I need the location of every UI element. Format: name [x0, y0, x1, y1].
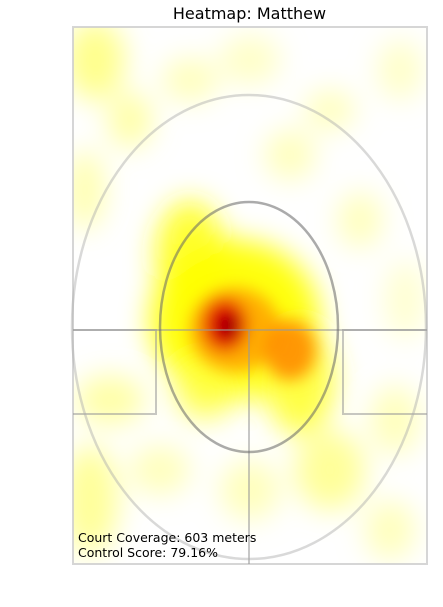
heat-blob: [73, 445, 118, 555]
heat-blob: [162, 58, 218, 102]
control-score-annotation: Control Score: 79.16%: [78, 545, 219, 560]
heat-blob: [338, 192, 382, 248]
heat-blob: [370, 385, 420, 455]
heat-blob: [295, 430, 365, 510]
outer-circle: [70, 93, 428, 561]
heat-blob: [265, 130, 315, 180]
heat-blob: [75, 375, 145, 425]
heat-blob: [73, 150, 105, 230]
heat-blob: [264, 320, 316, 380]
court-coverage-annotation: Court Coverage: 603 meters: [78, 530, 257, 545]
heat-blob: [378, 40, 422, 100]
heat-blob: [108, 92, 152, 148]
heat-blob: [365, 500, 415, 560]
right-box: [342, 329, 427, 415]
heat-blob: [130, 445, 190, 495]
heat-blob: [385, 260, 425, 340]
heat-blob: [220, 35, 280, 85]
heat-blob: [73, 27, 125, 100]
court-lines: [70, 26, 428, 565]
heat-blob: [305, 90, 355, 130]
inner-circle: [158, 200, 340, 454]
heat-blob: [175, 360, 235, 420]
left-box: [73, 329, 157, 415]
heat-blob-core: [218, 314, 238, 338]
chart-title: Heatmap: Matthew: [172, 4, 327, 23]
